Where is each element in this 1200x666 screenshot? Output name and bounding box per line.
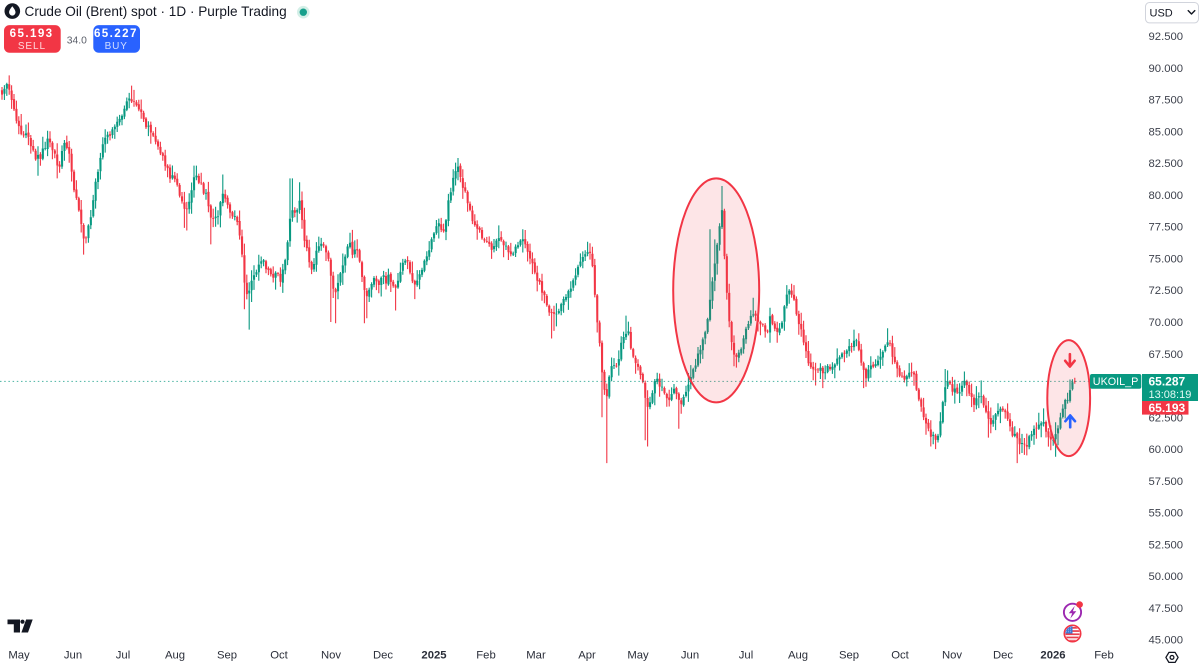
- svg-text:Oct: Oct: [270, 650, 288, 662]
- svg-text:May: May: [627, 650, 649, 662]
- svg-text:Feb: Feb: [476, 650, 495, 662]
- svg-text:Crude Oil (Brent) spot · 1D ·: Crude Oil (Brent) spot · 1D · Purple Tra…: [25, 4, 287, 19]
- svg-text:57.500: 57.500: [1149, 476, 1184, 488]
- svg-text:60.000: 60.000: [1149, 444, 1184, 456]
- svg-text:52.500: 52.500: [1149, 539, 1184, 551]
- svg-text:50.000: 50.000: [1149, 571, 1184, 583]
- svg-text:72.500: 72.500: [1149, 285, 1184, 297]
- svg-text:65.287: 65.287: [1149, 375, 1186, 389]
- svg-text:82.500: 82.500: [1149, 158, 1184, 170]
- svg-text:2026: 2026: [1040, 650, 1065, 662]
- svg-text:Jul: Jul: [739, 650, 753, 662]
- svg-text:65.227: 65.227: [94, 27, 138, 40]
- svg-text:May: May: [8, 650, 30, 662]
- svg-text:Sep: Sep: [839, 650, 859, 662]
- svg-text:90.000: 90.000: [1149, 63, 1184, 75]
- svg-text:2025: 2025: [421, 650, 446, 662]
- svg-text:87.500: 87.500: [1149, 95, 1184, 107]
- svg-text:Sep: Sep: [217, 650, 237, 662]
- svg-text:Feb: Feb: [1094, 650, 1113, 662]
- svg-text:70.000: 70.000: [1149, 317, 1184, 329]
- svg-text:BUY: BUY: [105, 41, 128, 52]
- svg-text:Jul: Jul: [116, 650, 130, 662]
- svg-text:85.000: 85.000: [1149, 126, 1184, 138]
- svg-text:UKOIL_P: UKOIL_P: [1093, 376, 1139, 388]
- svg-text:Apr: Apr: [578, 650, 596, 662]
- svg-text:47.500: 47.500: [1149, 603, 1184, 615]
- svg-text:92.500: 92.500: [1149, 31, 1184, 43]
- svg-text:62.500: 62.500: [1149, 412, 1184, 424]
- svg-text:Nov: Nov: [321, 650, 341, 662]
- svg-text:SELL: SELL: [18, 41, 46, 52]
- svg-text:USD: USD: [1150, 8, 1173, 20]
- svg-text:75.000: 75.000: [1149, 253, 1184, 265]
- svg-text:45.000: 45.000: [1149, 635, 1184, 647]
- svg-text:Mar: Mar: [526, 650, 546, 662]
- svg-text:Aug: Aug: [165, 650, 185, 662]
- svg-text:Oct: Oct: [891, 650, 909, 662]
- svg-text:34.0: 34.0: [67, 35, 87, 46]
- svg-text:Jun: Jun: [64, 650, 82, 662]
- svg-text:65.193: 65.193: [1149, 401, 1186, 415]
- svg-text:Dec: Dec: [373, 650, 393, 662]
- svg-text:Jun: Jun: [681, 650, 699, 662]
- svg-text:13:08:19: 13:08:19: [1149, 389, 1192, 401]
- svg-text:65.193: 65.193: [10, 27, 54, 40]
- svg-text:67.500: 67.500: [1149, 349, 1184, 361]
- svg-text:77.500: 77.500: [1149, 222, 1184, 234]
- svg-text:Nov: Nov: [942, 650, 962, 662]
- svg-text:Dec: Dec: [993, 650, 1013, 662]
- svg-text:55.000: 55.000: [1149, 508, 1184, 520]
- svg-text:Aug: Aug: [788, 650, 808, 662]
- svg-text:80.000: 80.000: [1149, 190, 1184, 202]
